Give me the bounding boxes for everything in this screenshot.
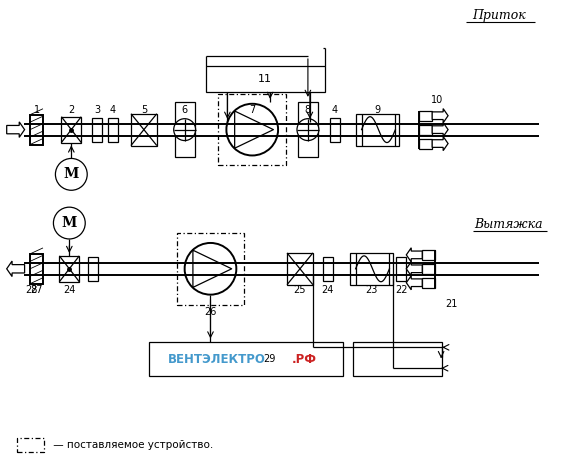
Polygon shape (432, 109, 448, 123)
Circle shape (297, 119, 319, 141)
Text: 21: 21 (445, 299, 457, 309)
Circle shape (53, 207, 85, 239)
Bar (330, 118, 340, 142)
Bar (131, 113, 157, 145)
Text: 6: 6 (182, 105, 187, 115)
Bar (356, 113, 399, 145)
Text: .РФ: .РФ (291, 353, 317, 366)
Bar (175, 102, 194, 158)
Text: 28: 28 (25, 285, 38, 295)
Text: Приток: Приток (472, 9, 526, 22)
Polygon shape (406, 262, 422, 276)
Text: 5: 5 (141, 105, 147, 115)
Bar (419, 138, 432, 149)
Text: M: M (64, 167, 79, 182)
Text: 11: 11 (258, 74, 272, 84)
Text: 1: 1 (33, 105, 40, 115)
Text: — поставляемое устройство.: — поставляемое устройство. (50, 440, 214, 450)
Text: 10: 10 (431, 95, 443, 105)
Text: 25: 25 (294, 285, 306, 295)
Bar (92, 118, 102, 142)
Bar (350, 253, 394, 285)
Text: 22: 22 (395, 285, 408, 295)
Bar (149, 342, 343, 376)
Text: Вытяжка: Вытяжка (474, 218, 543, 231)
Text: 26: 26 (204, 307, 217, 317)
Polygon shape (6, 122, 25, 137)
Text: ВЕНТЭЛЕКТРО: ВЕНТЭЛЕКТРО (168, 353, 266, 366)
Bar (422, 264, 435, 274)
Bar (30, 115, 43, 144)
Bar (419, 125, 432, 135)
Polygon shape (406, 276, 422, 290)
Bar (30, 254, 43, 284)
Bar (218, 94, 286, 166)
Circle shape (55, 159, 87, 190)
Bar (88, 257, 98, 281)
Bar (16, 438, 44, 452)
Bar (298, 102, 318, 158)
Text: 24: 24 (63, 285, 75, 295)
Text: 23: 23 (366, 285, 378, 295)
Polygon shape (432, 122, 448, 137)
Text: 8: 8 (305, 105, 311, 115)
Text: 24: 24 (322, 285, 334, 295)
Circle shape (185, 243, 237, 295)
Circle shape (227, 104, 278, 155)
Bar (61, 117, 81, 143)
Polygon shape (406, 248, 422, 262)
Bar (206, 66, 325, 92)
Text: 4: 4 (332, 105, 338, 115)
Bar (419, 111, 432, 121)
Bar (177, 233, 244, 304)
Text: 9: 9 (374, 105, 381, 115)
Polygon shape (432, 136, 448, 151)
Bar (287, 253, 313, 285)
Text: 3: 3 (94, 105, 100, 115)
Bar (422, 278, 435, 287)
Text: 29: 29 (263, 354, 275, 364)
Bar (108, 118, 118, 142)
Circle shape (173, 119, 196, 141)
Bar (422, 250, 435, 260)
Text: M: M (62, 216, 77, 230)
Text: 2: 2 (68, 105, 74, 115)
Text: 27: 27 (30, 285, 43, 295)
Bar (323, 257, 333, 281)
Bar (60, 256, 79, 282)
Bar (353, 342, 442, 376)
Text: 7: 7 (249, 105, 255, 115)
Bar (397, 257, 406, 281)
Polygon shape (6, 261, 25, 277)
Text: 4: 4 (110, 105, 116, 115)
